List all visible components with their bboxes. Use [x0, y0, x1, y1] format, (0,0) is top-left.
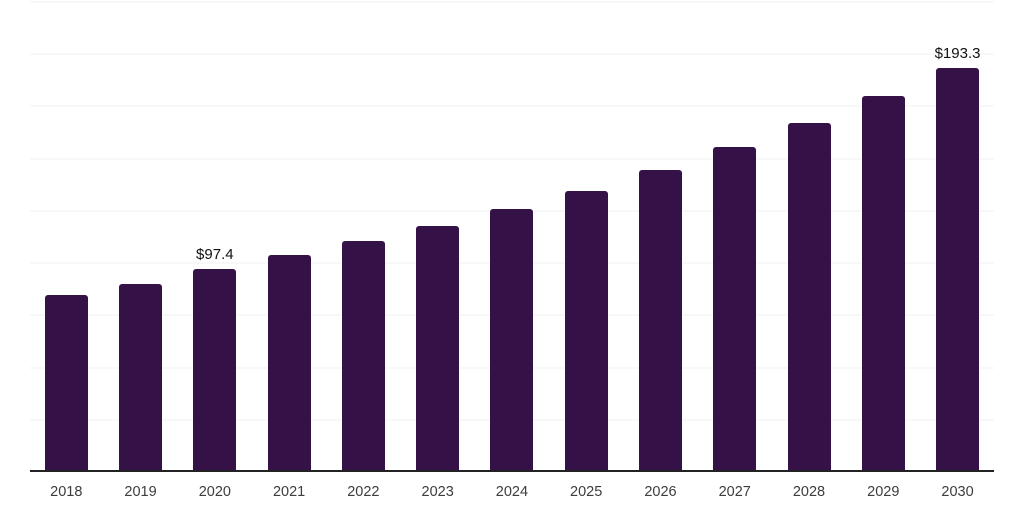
x-tick-label-2019: 2019 — [124, 484, 157, 500]
bar-2021 — [267, 255, 311, 472]
x-tick-label-2030: 2030 — [941, 484, 974, 500]
gridline-150 — [30, 158, 994, 160]
x-tick-label-2020: 2020 — [198, 484, 231, 500]
plot-area: $97.4 $193.3 — [30, 1, 994, 472]
gridline-175 — [30, 105, 994, 107]
bar-2029 — [861, 96, 905, 472]
bar-value-label-2030: $193.3 — [934, 45, 981, 63]
x-tick-label-2021: 2021 — [272, 484, 306, 500]
x-tick-label-2028: 2028 — [792, 484, 826, 500]
x-tick-label-2018: 2018 — [50, 484, 83, 500]
x-axis-line — [30, 470, 994, 472]
bar-value-label-2020: $97.4 — [196, 245, 234, 263]
bar-2022 — [341, 241, 385, 472]
gridline-200 — [30, 53, 994, 55]
bar-2018 — [44, 295, 88, 472]
x-tick-label-2024: 2024 — [495, 484, 529, 500]
x-tick-label-2023: 2023 — [421, 484, 454, 500]
bar-2019 — [119, 283, 163, 472]
bar-2024 — [490, 208, 534, 472]
bar-2020 — [193, 268, 237, 472]
bar-2026 — [638, 170, 682, 472]
x-tick-label-2027: 2027 — [718, 484, 751, 500]
gridline-225 — [30, 1, 994, 3]
x-tick-label-2022: 2022 — [347, 484, 380, 500]
bar-2025 — [564, 191, 608, 472]
x-tick-label-2025: 2025 — [570, 484, 603, 500]
bar-2030 — [936, 68, 980, 472]
bar-2027 — [713, 146, 757, 472]
bar-2028 — [787, 123, 831, 472]
x-tick-label-2029: 2029 — [867, 484, 900, 500]
x-tick-label-2026: 2026 — [644, 484, 677, 500]
bar-2023 — [416, 225, 460, 472]
